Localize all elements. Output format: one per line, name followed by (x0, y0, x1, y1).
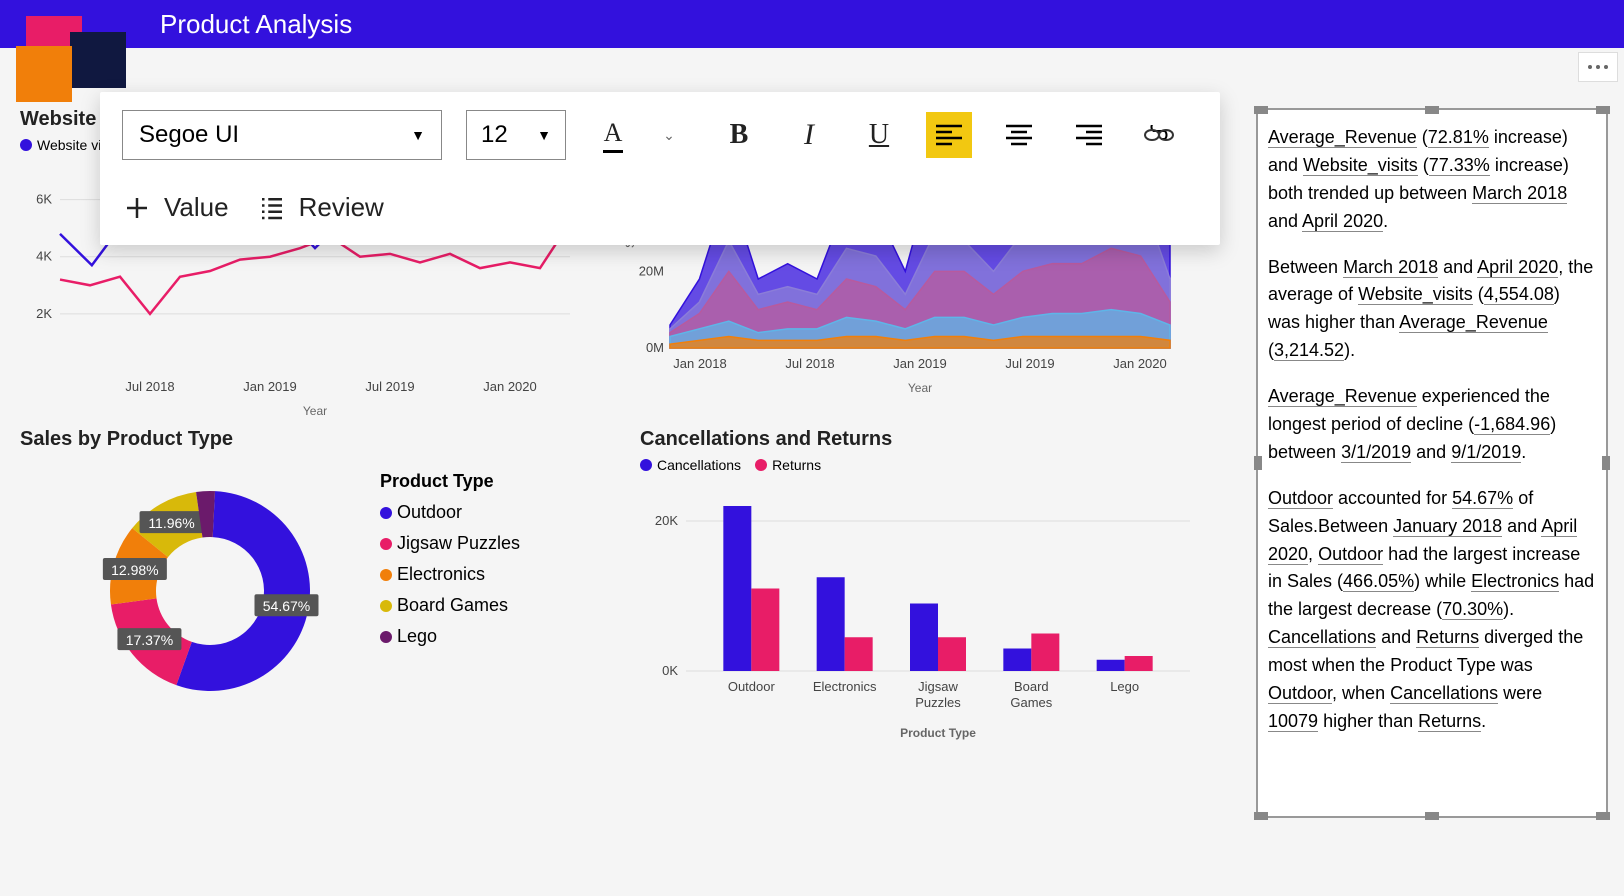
svg-text:20K: 20K (655, 513, 678, 528)
svg-text:Jul 2018: Jul 2018 (785, 356, 834, 371)
font-color-button[interactable]: A (590, 112, 636, 158)
resize-handle[interactable] (1596, 106, 1610, 114)
svg-text:2K: 2K (36, 306, 52, 321)
font-size-select[interactable]: 12▼ (466, 110, 566, 160)
page-title: Product Analysis (160, 9, 352, 40)
svg-text:Jigsaw: Jigsaw (918, 679, 958, 694)
font-family-select[interactable]: Segoe UI▼ (122, 110, 442, 160)
insight-paragraph: Between March 2018 and April 2020, the a… (1268, 254, 1596, 366)
underline-button[interactable]: U (856, 112, 902, 158)
list-icon (257, 193, 287, 223)
svg-text:Games: Games (1010, 695, 1052, 710)
svg-text:4K: 4K (36, 249, 52, 264)
svg-text:Jul 2019: Jul 2019 (1005, 356, 1054, 371)
svg-text:Jan 2019: Jan 2019 (893, 356, 947, 371)
resize-handle[interactable] (1596, 812, 1610, 820)
svg-text:Jul 2019: Jul 2019 (365, 379, 414, 394)
legend-item[interactable]: Outdoor (380, 502, 520, 523)
svg-text:Year: Year (303, 404, 327, 418)
resize-handle[interactable] (1425, 812, 1439, 820)
insight-paragraph: Average_Revenue experienced the longest … (1268, 383, 1596, 467)
svg-text:Year: Year (908, 381, 932, 395)
svg-text:Lego: Lego (1110, 679, 1139, 694)
align-right-button[interactable] (1066, 112, 1112, 158)
chart-title: Cancellations and Returns (640, 428, 1200, 451)
logo (16, 16, 116, 96)
donut-chart-svg: 54.67% 17.37% 12.98% 11.96% (20, 471, 340, 731)
svg-text:6K: 6K (36, 192, 52, 207)
text-format-toolbar: Segoe UI▼ 12▼ A ⌄ B I U Value Review (100, 92, 1220, 245)
svg-text:Jan 2020: Jan 2020 (483, 379, 537, 394)
svg-text:Puzzles: Puzzles (915, 695, 961, 710)
header-bar: Product Analysis (0, 0, 1624, 48)
svg-text:17.37%: 17.37% (126, 632, 173, 648)
align-center-button[interactable] (996, 112, 1042, 158)
cancellations-returns-chart[interactable]: Cancellations and Returns Cancellations R… (640, 428, 1200, 741)
resize-handle[interactable] (1254, 812, 1268, 820)
legend-item[interactable]: Board Games (380, 595, 520, 616)
svg-text:0M: 0M (646, 340, 664, 355)
insight-paragraph: Outdoor accounted for 54.67% of Sales.Be… (1268, 485, 1596, 736)
svg-text:11.96%: 11.96% (148, 515, 194, 531)
chart-title: Sales by Product Type (20, 428, 600, 451)
svg-text:Jul 2018: Jul 2018 (125, 379, 174, 394)
legend-item[interactable]: Lego (380, 626, 520, 647)
resize-handle[interactable] (1602, 456, 1610, 470)
svg-text:Jan 2020: Jan 2020 (1113, 356, 1167, 371)
insight-paragraph: Average_Revenue (72.81% increase) and We… (1268, 124, 1596, 236)
svg-text:12.98%: 12.98% (111, 562, 158, 578)
legend-item[interactable]: Returns (755, 457, 821, 473)
more-options-button[interactable] (1578, 52, 1618, 82)
review-button[interactable]: Review (257, 192, 384, 223)
italic-button[interactable]: I (786, 112, 832, 158)
bold-button[interactable]: B (716, 112, 762, 158)
svg-text:Outdoor: Outdoor (728, 679, 776, 694)
bar-chart-svg: 0K 20K Outdoor Electronics JigsawPuzzles Boar… (640, 481, 1200, 741)
svg-text:Jan 2019: Jan 2019 (243, 379, 297, 394)
resize-handle[interactable] (1254, 106, 1268, 114)
align-left-button[interactable] (926, 112, 972, 158)
resize-handle[interactable] (1254, 456, 1262, 470)
font-color-dropdown[interactable]: ⌄ (646, 112, 692, 158)
legend-item[interactable]: Cancellations (640, 457, 741, 473)
svg-text:Product Type: Product Type (900, 726, 976, 740)
sales-by-product-chart[interactable]: Sales by Product Type 54.67% 17.37% 12.98%… (20, 428, 600, 731)
plus-icon (122, 193, 152, 223)
donut-legend: Product Type OutdoorJigsaw PuzzlesElectr… (380, 471, 520, 731)
svg-text:Electronics: Electronics (813, 679, 877, 694)
insights-textbox[interactable]: Average_Revenue (72.81% increase) and We… (1256, 108, 1608, 818)
svg-text:54.67%: 54.67% (263, 598, 310, 614)
chart-legend: Cancellations Returns (640, 457, 1200, 473)
legend-item[interactable]: Jigsaw Puzzles (380, 533, 520, 554)
svg-text:20M: 20M (639, 263, 664, 278)
legend-item[interactable]: Electronics (380, 564, 520, 585)
add-value-button[interactable]: Value (122, 192, 229, 223)
svg-text:Board: Board (1014, 679, 1049, 694)
svg-text:Jan 2018: Jan 2018 (673, 356, 727, 371)
link-button[interactable] (1136, 112, 1182, 158)
svg-text:0K: 0K (662, 663, 678, 678)
resize-handle[interactable] (1425, 106, 1439, 114)
